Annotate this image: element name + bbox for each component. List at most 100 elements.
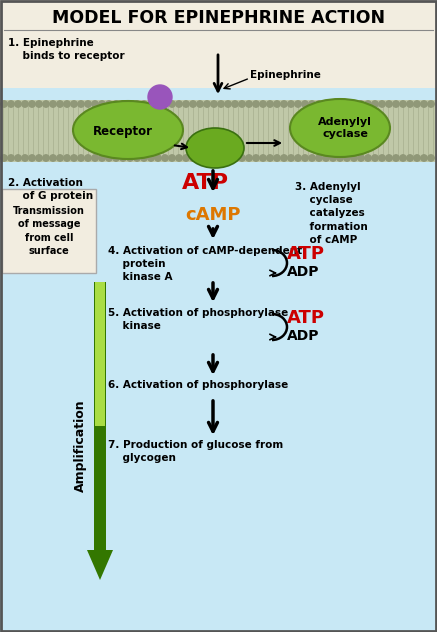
Circle shape <box>379 100 385 107</box>
Text: Receptor: Receptor <box>93 126 153 138</box>
Circle shape <box>22 100 28 107</box>
Circle shape <box>106 155 112 161</box>
Circle shape <box>330 100 336 107</box>
Circle shape <box>183 155 189 161</box>
Circle shape <box>414 100 420 107</box>
Bar <box>0 0 437 88</box>
Circle shape <box>43 100 49 107</box>
Circle shape <box>43 155 49 161</box>
Text: Epinephrine: Epinephrine <box>250 70 321 80</box>
Circle shape <box>134 155 140 161</box>
Circle shape <box>64 155 70 161</box>
Circle shape <box>1 100 7 107</box>
Circle shape <box>358 155 364 161</box>
Circle shape <box>358 100 364 107</box>
Circle shape <box>281 155 287 161</box>
Text: 4. Activation of cAMP-dependent
    protein
    kinase A: 4. Activation of cAMP-dependent protein … <box>108 246 302 283</box>
Circle shape <box>120 100 126 107</box>
Circle shape <box>428 155 434 161</box>
Circle shape <box>8 100 14 107</box>
Circle shape <box>414 155 420 161</box>
Circle shape <box>253 155 259 161</box>
Circle shape <box>337 100 343 107</box>
Circle shape <box>99 155 105 161</box>
Circle shape <box>169 155 175 161</box>
FancyBboxPatch shape <box>2 189 96 273</box>
Circle shape <box>190 155 196 161</box>
Circle shape <box>337 155 343 161</box>
Text: ATP: ATP <box>287 245 325 263</box>
Circle shape <box>400 155 406 161</box>
Ellipse shape <box>73 101 183 159</box>
Circle shape <box>260 155 266 161</box>
Circle shape <box>36 100 42 107</box>
Circle shape <box>421 155 427 161</box>
Circle shape <box>15 100 21 107</box>
FancyArrow shape <box>87 282 113 580</box>
Circle shape <box>239 155 245 161</box>
Circle shape <box>274 100 280 107</box>
Circle shape <box>85 155 91 161</box>
Text: Amplification: Amplification <box>73 399 87 492</box>
Circle shape <box>274 155 280 161</box>
Circle shape <box>141 100 147 107</box>
Ellipse shape <box>186 128 244 168</box>
Text: ATP: ATP <box>287 309 325 327</box>
Circle shape <box>155 155 161 161</box>
Circle shape <box>134 100 140 107</box>
Circle shape <box>372 100 378 107</box>
Bar <box>0 100 437 162</box>
Circle shape <box>309 100 315 107</box>
Circle shape <box>330 155 336 161</box>
Circle shape <box>127 155 133 161</box>
Circle shape <box>421 100 427 107</box>
Text: 6. Activation of phosphorylase: 6. Activation of phosphorylase <box>108 380 288 390</box>
Circle shape <box>148 100 154 107</box>
Circle shape <box>113 100 119 107</box>
Text: ADP: ADP <box>287 329 319 343</box>
Circle shape <box>197 155 203 161</box>
Circle shape <box>148 155 154 161</box>
Circle shape <box>302 155 308 161</box>
Text: Adenylyl
cyclase: Adenylyl cyclase <box>318 117 372 139</box>
Circle shape <box>169 100 175 107</box>
Circle shape <box>197 100 203 107</box>
Circle shape <box>183 100 189 107</box>
Circle shape <box>323 100 329 107</box>
Circle shape <box>393 100 399 107</box>
Circle shape <box>204 100 210 107</box>
Circle shape <box>57 155 63 161</box>
Circle shape <box>141 155 147 161</box>
Circle shape <box>211 100 217 107</box>
Circle shape <box>428 100 434 107</box>
Circle shape <box>8 155 14 161</box>
Circle shape <box>323 155 329 161</box>
Text: 2. Activation
    of G protein: 2. Activation of G protein <box>8 178 93 201</box>
Bar <box>0 88 437 632</box>
Circle shape <box>218 155 224 161</box>
Circle shape <box>120 155 126 161</box>
Circle shape <box>78 100 84 107</box>
Circle shape <box>148 85 172 109</box>
FancyArrow shape <box>95 282 105 426</box>
Circle shape <box>113 155 119 161</box>
Circle shape <box>127 100 133 107</box>
Circle shape <box>309 155 315 161</box>
Circle shape <box>204 155 210 161</box>
Circle shape <box>232 100 238 107</box>
Ellipse shape <box>290 99 390 157</box>
Circle shape <box>162 100 168 107</box>
Circle shape <box>1 155 7 161</box>
Circle shape <box>232 155 238 161</box>
Circle shape <box>36 155 42 161</box>
Circle shape <box>386 100 392 107</box>
Circle shape <box>64 100 70 107</box>
Circle shape <box>295 155 301 161</box>
Circle shape <box>211 155 217 161</box>
Circle shape <box>106 100 112 107</box>
Circle shape <box>162 155 168 161</box>
Circle shape <box>71 155 77 161</box>
Text: MODEL FOR EPINEPHRINE ACTION: MODEL FOR EPINEPHRINE ACTION <box>52 9 385 27</box>
Circle shape <box>29 100 35 107</box>
Circle shape <box>176 155 182 161</box>
